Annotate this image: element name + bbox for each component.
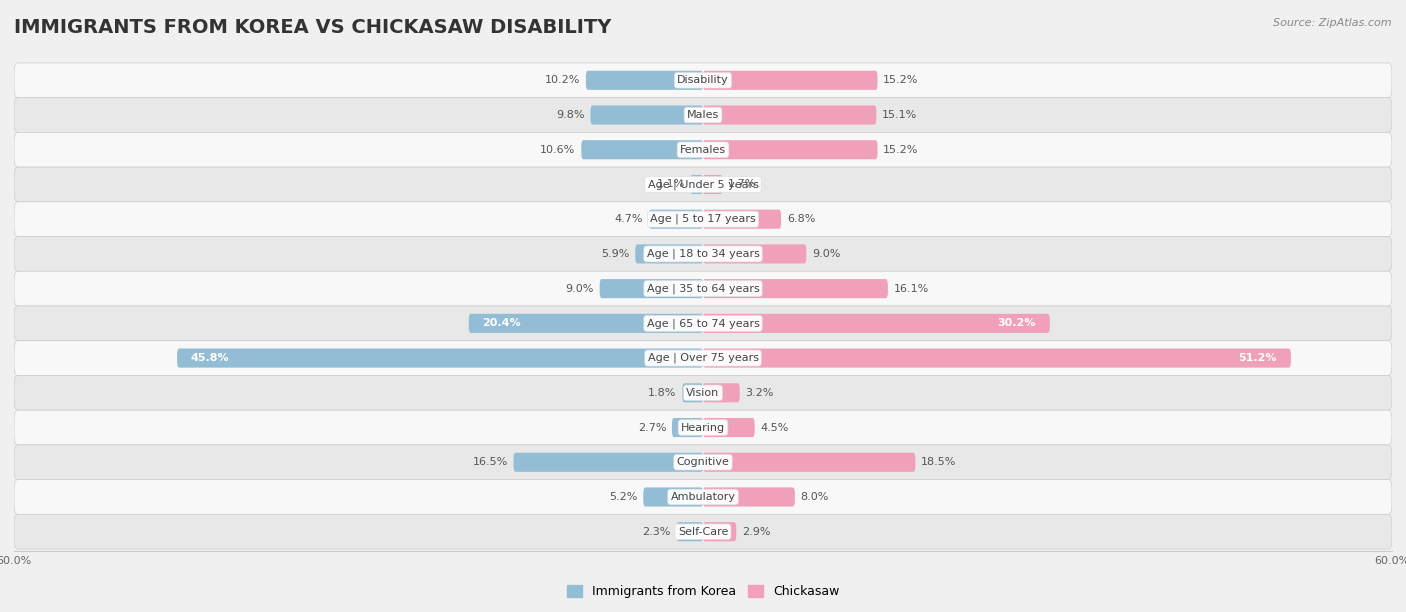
Text: 20.4%: 20.4% — [482, 318, 522, 329]
Text: Age | Under 5 years: Age | Under 5 years — [648, 179, 758, 190]
FancyBboxPatch shape — [591, 105, 703, 125]
Text: 3.2%: 3.2% — [745, 388, 773, 398]
FancyBboxPatch shape — [703, 453, 915, 472]
FancyBboxPatch shape — [703, 140, 877, 159]
Text: Self-Care: Self-Care — [678, 527, 728, 537]
Legend: Immigrants from Korea, Chickasaw: Immigrants from Korea, Chickasaw — [561, 580, 845, 603]
Text: 15.2%: 15.2% — [883, 145, 918, 155]
Text: 30.2%: 30.2% — [998, 318, 1036, 329]
Text: Vision: Vision — [686, 388, 720, 398]
Text: 18.5%: 18.5% — [921, 457, 956, 467]
FancyBboxPatch shape — [14, 202, 1392, 237]
Text: IMMIGRANTS FROM KOREA VS CHICKASAW DISABILITY: IMMIGRANTS FROM KOREA VS CHICKASAW DISAB… — [14, 18, 612, 37]
FancyBboxPatch shape — [14, 132, 1392, 167]
Text: 2.9%: 2.9% — [742, 527, 770, 537]
FancyBboxPatch shape — [703, 244, 807, 263]
FancyBboxPatch shape — [703, 314, 1050, 333]
Text: 45.8%: 45.8% — [191, 353, 229, 363]
Text: 2.7%: 2.7% — [638, 422, 666, 433]
Text: 10.2%: 10.2% — [544, 75, 581, 85]
Text: 1.1%: 1.1% — [657, 179, 685, 190]
FancyBboxPatch shape — [14, 63, 1392, 98]
FancyBboxPatch shape — [703, 105, 876, 125]
FancyBboxPatch shape — [644, 487, 703, 507]
FancyBboxPatch shape — [14, 341, 1392, 375]
Text: Age | 35 to 64 years: Age | 35 to 64 years — [647, 283, 759, 294]
Text: 1.8%: 1.8% — [648, 388, 676, 398]
Text: Females: Females — [681, 145, 725, 155]
FancyBboxPatch shape — [14, 480, 1392, 514]
FancyBboxPatch shape — [703, 418, 755, 437]
FancyBboxPatch shape — [14, 167, 1392, 202]
Text: 6.8%: 6.8% — [787, 214, 815, 224]
FancyBboxPatch shape — [14, 514, 1392, 549]
Text: 16.1%: 16.1% — [894, 283, 929, 294]
FancyBboxPatch shape — [14, 445, 1392, 480]
FancyBboxPatch shape — [14, 271, 1392, 306]
Text: 5.9%: 5.9% — [602, 249, 630, 259]
Text: 15.1%: 15.1% — [882, 110, 917, 120]
Text: Cognitive: Cognitive — [676, 457, 730, 467]
Text: 16.5%: 16.5% — [472, 457, 508, 467]
Text: 5.2%: 5.2% — [609, 492, 637, 502]
FancyBboxPatch shape — [599, 279, 703, 298]
FancyBboxPatch shape — [14, 375, 1392, 410]
FancyBboxPatch shape — [703, 522, 737, 541]
FancyBboxPatch shape — [703, 487, 794, 507]
FancyBboxPatch shape — [703, 349, 1291, 368]
Text: Age | 65 to 74 years: Age | 65 to 74 years — [647, 318, 759, 329]
Text: 9.8%: 9.8% — [557, 110, 585, 120]
Text: Disability: Disability — [678, 75, 728, 85]
FancyBboxPatch shape — [586, 71, 703, 90]
FancyBboxPatch shape — [14, 410, 1392, 445]
FancyBboxPatch shape — [703, 175, 723, 194]
FancyBboxPatch shape — [682, 383, 703, 402]
Text: 2.3%: 2.3% — [643, 527, 671, 537]
FancyBboxPatch shape — [14, 306, 1392, 341]
Text: 4.7%: 4.7% — [614, 214, 644, 224]
FancyBboxPatch shape — [703, 383, 740, 402]
Text: Hearing: Hearing — [681, 422, 725, 433]
Text: Age | Over 75 years: Age | Over 75 years — [648, 353, 758, 364]
Text: 15.2%: 15.2% — [883, 75, 918, 85]
FancyBboxPatch shape — [14, 237, 1392, 271]
FancyBboxPatch shape — [676, 522, 703, 541]
FancyBboxPatch shape — [581, 140, 703, 159]
FancyBboxPatch shape — [513, 453, 703, 472]
Text: Age | 18 to 34 years: Age | 18 to 34 years — [647, 248, 759, 259]
FancyBboxPatch shape — [672, 418, 703, 437]
Text: Age | 5 to 17 years: Age | 5 to 17 years — [650, 214, 756, 225]
FancyBboxPatch shape — [650, 210, 703, 229]
Text: 51.2%: 51.2% — [1239, 353, 1277, 363]
FancyBboxPatch shape — [690, 175, 703, 194]
FancyBboxPatch shape — [636, 244, 703, 263]
Text: Males: Males — [688, 110, 718, 120]
Text: 9.0%: 9.0% — [813, 249, 841, 259]
FancyBboxPatch shape — [177, 349, 703, 368]
FancyBboxPatch shape — [703, 210, 782, 229]
Text: 1.7%: 1.7% — [728, 179, 756, 190]
Text: Ambulatory: Ambulatory — [671, 492, 735, 502]
Text: 8.0%: 8.0% — [800, 492, 830, 502]
Text: 10.6%: 10.6% — [540, 145, 575, 155]
FancyBboxPatch shape — [468, 314, 703, 333]
Text: 9.0%: 9.0% — [565, 283, 593, 294]
Text: Source: ZipAtlas.com: Source: ZipAtlas.com — [1274, 18, 1392, 28]
FancyBboxPatch shape — [703, 71, 877, 90]
FancyBboxPatch shape — [703, 279, 887, 298]
FancyBboxPatch shape — [14, 98, 1392, 132]
Text: 4.5%: 4.5% — [761, 422, 789, 433]
